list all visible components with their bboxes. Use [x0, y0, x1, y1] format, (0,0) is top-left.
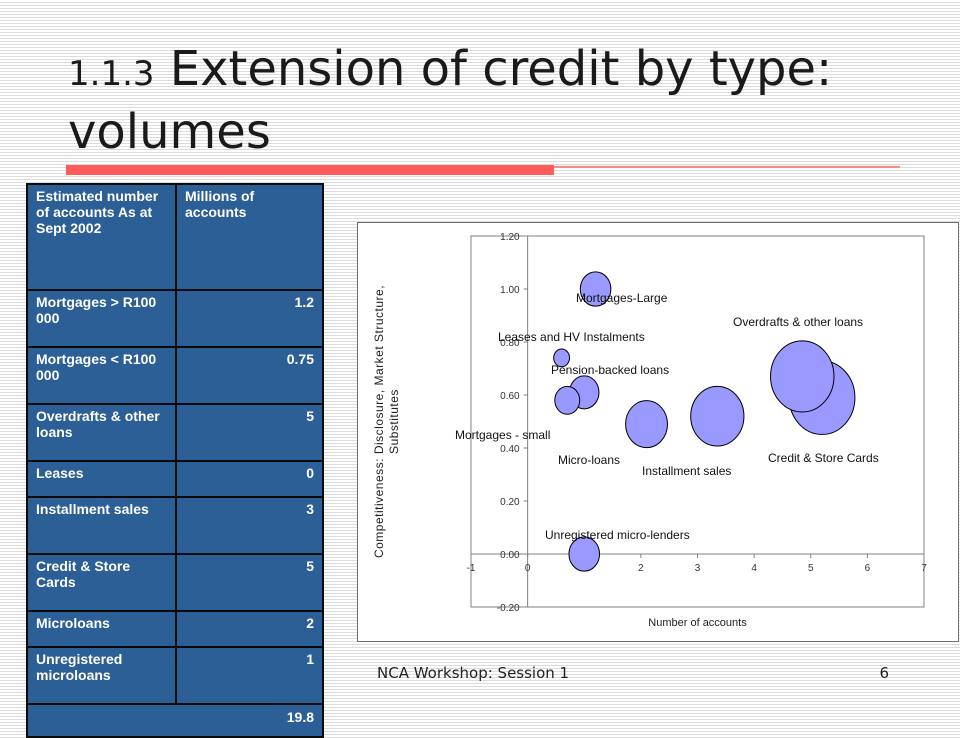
title-underline-accent — [66, 165, 554, 175]
y-tick-label: 0.00 — [500, 550, 520, 561]
bubble-chart: 1.201.000.800.600.400.200.00-0.20-101234… — [372, 232, 927, 629]
y-tick-label: 1.00 — [500, 285, 520, 296]
row-label: Microloans — [26, 610, 177, 648]
table-total-row: 19.8 — [26, 703, 324, 738]
row-value: 2 — [175, 610, 324, 648]
bubble — [579, 271, 612, 307]
title-underline-thin — [554, 166, 900, 168]
row-value: 0 — [175, 460, 324, 498]
bubble-chart-frame: 1.201.000.800.600.400.200.00-0.20-101234… — [357, 222, 959, 642]
bubble — [554, 385, 581, 415]
x-tick-label: 6 — [865, 563, 871, 574]
accounts-table: Estimated number of accounts As at Sept … — [26, 183, 324, 738]
bubble — [770, 340, 835, 413]
table-row: Overdrafts & other loans 5 — [26, 403, 324, 462]
bubble-label: Micro-loans — [558, 453, 620, 467]
bubble-label: Overdrafts & other loans — [733, 315, 863, 329]
x-tick-label: 4 — [751, 563, 757, 574]
row-label: Mortgages > R100 000 — [26, 289, 177, 348]
table-row: Microloans 2 — [26, 610, 324, 648]
row-value: 1.2 — [175, 289, 324, 348]
slide-footer: NCA Workshop: Session 1 6 — [377, 664, 889, 682]
row-value: 1 — [175, 646, 324, 705]
row-value: 0.75 — [175, 346, 324, 405]
y-tick-label: 0.80 — [500, 338, 520, 349]
table-row: Leases 0 — [26, 460, 324, 498]
bubble-label: Unregistered micro-lenders — [545, 528, 690, 542]
row-label: Leases — [26, 460, 177, 498]
bubble — [625, 400, 668, 449]
x-tick-label: -1 — [467, 563, 476, 574]
bubble-label: Leases and HV Instalments — [498, 330, 645, 344]
row-label: Installment sales — [26, 496, 177, 555]
table-row: Credit & Store Cards 5 — [26, 553, 324, 612]
x-tick-label: 3 — [695, 563, 701, 574]
row-value: 5 — [175, 403, 324, 462]
x-tick-label: 2 — [638, 563, 644, 574]
table-header-value: Millions of accounts — [175, 183, 324, 291]
bubble-label: Credit & Store Cards — [768, 451, 879, 465]
y-tick-label: 0.20 — [500, 497, 520, 508]
x-tick-label: 0 — [525, 563, 531, 574]
table-row: Mortgages < R100 000 0.75 — [26, 346, 324, 405]
row-value: 5 — [175, 553, 324, 612]
bubble-label: Mortgages-Large — [576, 291, 668, 305]
y-tick-label: 1.20 — [500, 232, 520, 243]
bubble — [568, 536, 601, 572]
row-label: Mortgages < R100 000 — [26, 346, 177, 405]
bubble-label: Pension-backed loans — [551, 363, 669, 377]
y-tick-label: -0.20 — [497, 603, 520, 614]
x-axis-label: Number of accounts — [648, 617, 747, 629]
title-number: 1.1.3 — [68, 54, 155, 94]
title-text: Extension of credit by type: volumes — [68, 41, 833, 160]
table-row: Installment sales 3 — [26, 496, 324, 555]
y-tick-label: 0.60 — [500, 391, 520, 402]
row-label: Credit & Store Cards — [26, 553, 177, 612]
row-value: 3 — [175, 496, 324, 555]
slide-title: 1.1.3 Extension of credit by type: volum… — [68, 40, 928, 161]
bubble — [690, 385, 745, 447]
bubble-label: Installment sales — [642, 464, 731, 478]
page-number: 6 — [879, 664, 889, 682]
table-row: Mortgages > R100 000 1.2 — [26, 289, 324, 348]
y-tick-label: 0.40 — [500, 444, 520, 455]
x-tick-label: 7 — [921, 563, 927, 574]
table-header-label: Estimated number of accounts As at Sept … — [26, 183, 177, 291]
table-row: Unregistered microloans 1 — [26, 646, 324, 705]
bubble-label: Mortgages - small — [455, 428, 550, 442]
table-header-row: Estimated number of accounts As at Sept … — [26, 183, 324, 291]
table-total-value: 19.8 — [26, 703, 324, 738]
row-label: Unregistered microloans — [26, 646, 177, 705]
y-axis-label: Competitiveness: Disclosure, Market Stru… — [372, 285, 401, 558]
footer-text: NCA Workshop: Session 1 — [377, 664, 570, 682]
bubble — [553, 348, 571, 368]
x-tick-label: 5 — [808, 563, 814, 574]
row-label: Overdrafts & other loans — [26, 403, 177, 462]
